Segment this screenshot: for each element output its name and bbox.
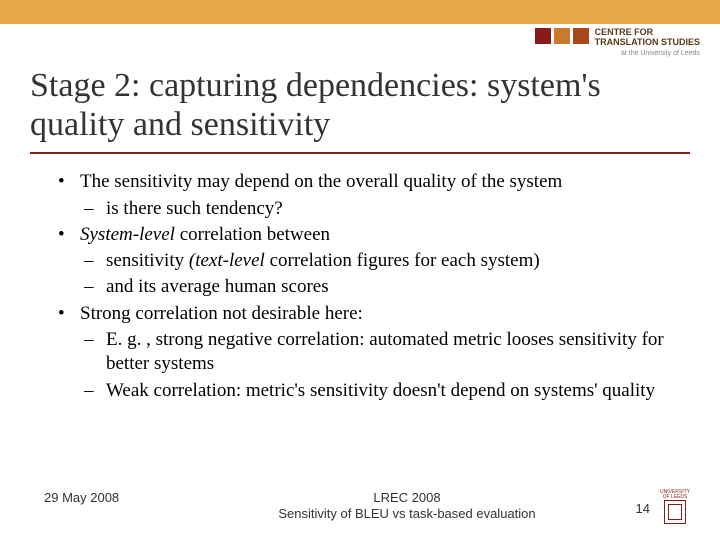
bullet-item: The sensitivity may depend on the overal… xyxy=(58,170,690,194)
footer-subtitle: Sensitivity of BLEU vs task-based evalua… xyxy=(194,506,620,522)
logo-square xyxy=(554,28,570,44)
content-body: The sensitivity may depend on the overal… xyxy=(0,170,720,403)
logo-square xyxy=(535,28,551,44)
sub-bullet-item: E. g. , strong negative correlation: aut… xyxy=(58,328,690,377)
logo-squares xyxy=(535,28,589,44)
leeds-crest-icon: UNIVERSITY OF LEEDS xyxy=(660,490,690,526)
page-number: 14 xyxy=(636,501,650,516)
footer-conf: LREC 2008 xyxy=(194,490,620,506)
logo-square xyxy=(573,28,589,44)
header-logo: CENTRE FOR TRANSLATION STUDIES at the Un… xyxy=(535,28,700,57)
top-accent-bar xyxy=(0,0,720,24)
title-underline xyxy=(30,152,690,154)
bullet-item: System-level correlation between xyxy=(58,223,690,247)
sub-bullet-item: is there such tendency? xyxy=(58,197,690,221)
footer-date: 29 May 2008 xyxy=(44,490,194,505)
footer-center: LREC 2008 Sensitivity of BLEU vs task-ba… xyxy=(194,490,620,521)
sub-bullet-item: sensitivity (text-level correlation figu… xyxy=(58,249,690,273)
footer: 29 May 2008 LREC 2008 Sensitivity of BLE… xyxy=(0,490,720,526)
sub-bullet-item: Weak correlation: metric's sensitivity d… xyxy=(58,379,690,403)
bullet-item: Strong correlation not desirable here: xyxy=(58,302,690,326)
sub-bullet-item: and its average human scores xyxy=(58,275,690,299)
logo-subtitle: at the University of Leeds xyxy=(621,50,700,57)
logo-line2: TRANSLATION STUDIES xyxy=(595,38,700,48)
